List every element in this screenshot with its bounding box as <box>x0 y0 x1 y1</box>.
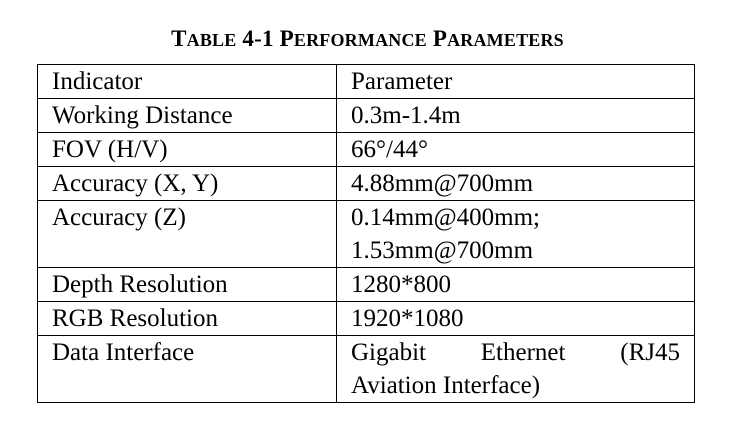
parameter-line: Aviation Interface) <box>351 372 541 399</box>
parameter-word: (RJ45 <box>620 339 680 366</box>
table-row: Accuracy (Z) 0.14mm@400mm; 1.53mm@700mm <box>37 200 695 268</box>
indicator-cell: Working Distance <box>37 98 337 133</box>
header-cell-parameter: Parameter <box>336 64 695 99</box>
parameter-cell: 4.88mm@700mm <box>336 166 695 201</box>
caption-label-initial: T <box>171 26 187 51</box>
table-row: FOV (H/V) 66°/44° <box>37 132 695 167</box>
table-row: Depth Resolution 1280*800 <box>37 267 695 302</box>
parameter-cell: 0.3m-1.4m <box>336 98 695 133</box>
parameter-line: 0.14mm@400mm; <box>351 204 541 231</box>
table-caption: TABLE 4-1 PERFORMANCE PARAMETERS <box>0 24 735 55</box>
indicator-cell: RGB Resolution <box>37 301 337 336</box>
indicator-cell: FOV (H/V) <box>37 132 337 167</box>
parameter-cell: 1920*1080 <box>336 301 695 336</box>
caption-label-rest: ABLE <box>186 30 237 50</box>
parameter-cell: 0.14mm@400mm; 1.53mm@700mm <box>336 200 695 268</box>
table-row: Data Interface Gigabit Ethernet (RJ45 Av… <box>37 335 695 403</box>
table-header-row: Indicator Parameter <box>37 64 695 99</box>
caption-word2-initial: P <box>432 26 448 51</box>
parameter-cell: 66°/44° <box>336 132 695 167</box>
caption-number: 4-1 <box>242 26 274 51</box>
parameter-cell: 1280*800 <box>336 267 695 302</box>
caption-word2-rest: ARAMETERS <box>447 30 564 50</box>
indicator-cell: Data Interface <box>37 335 337 403</box>
indicator-cell: Accuracy (Z) <box>37 200 337 268</box>
parameter-word: Gigabit <box>351 339 426 366</box>
parameter-line: 1.53mm@700mm <box>351 237 534 264</box>
indicator-cell: Accuracy (X, Y) <box>37 166 337 201</box>
header-cell-indicator: Indicator <box>37 64 337 99</box>
parameter-line-justified: Gigabit Ethernet (RJ45 <box>351 337 680 370</box>
parameter-word: Ethernet <box>480 339 566 366</box>
caption-word1-initial: P <box>279 26 294 51</box>
parameter-cell: Gigabit Ethernet (RJ45 Aviation Interfac… <box>336 335 695 403</box>
table-row: Working Distance 0.3m-1.4m <box>37 98 695 133</box>
performance-table: Indicator Parameter Working Distance 0.3… <box>37 64 695 403</box>
caption-word1-rest: ERFORMANCE <box>293 30 427 50</box>
indicator-cell: Depth Resolution <box>37 267 337 302</box>
table-row: Accuracy (X, Y) 4.88mm@700mm <box>37 166 695 201</box>
table-row: RGB Resolution 1920*1080 <box>37 301 695 336</box>
